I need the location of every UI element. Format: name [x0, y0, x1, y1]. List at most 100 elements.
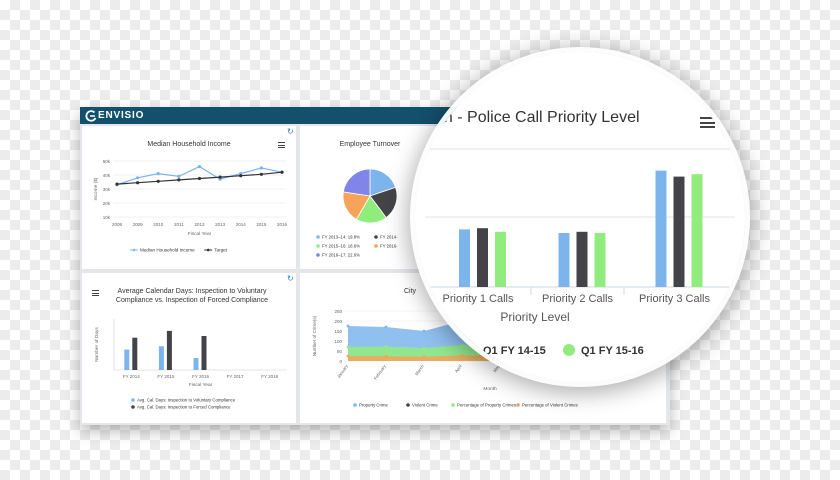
x-axis-title: Priority Level [500, 310, 569, 324]
legend-item: Property Crime [359, 403, 389, 408]
x-axis-title: Month [483, 386, 497, 392]
data-point [259, 166, 263, 170]
bar [495, 231, 506, 287]
data-point [218, 175, 222, 179]
legend-symbol [406, 403, 410, 407]
data-point [197, 165, 202, 169]
data-point [136, 181, 140, 185]
legend-symbol [316, 244, 320, 248]
legend-item: FY 2013–14: 19.8% [322, 235, 360, 240]
y-tick-label: 10k [103, 215, 111, 220]
legend-item: FY 2015–16: 18.6% [322, 244, 360, 249]
police-priority-chart: Priority 1 Calls Priority 2 Calls Priority… [425, 148, 735, 357]
legend-symbol [206, 248, 210, 252]
chart-menu-icon[interactable] [92, 290, 99, 296]
data-point [280, 170, 284, 174]
x-tick-label: January [336, 363, 349, 379]
employee-turnover-chart: FY 2013–14: 19.8% FY 2014- FY 2015–16: 18.… [316, 168, 398, 258]
legend-item: Q1 FY 14-15 [483, 345, 546, 357]
data-point [115, 182, 119, 186]
magnifier-lens: on - Police Call Priority Level Priority… [415, 52, 745, 382]
x-tick-label: March [414, 363, 425, 376]
y-tick-label: 200 [334, 319, 342, 324]
calendar-days-title: Average Calendar Days: Inspection to Vol… [115, 288, 269, 304]
bar [673, 176, 685, 287]
refresh-icon[interactable]: ↻ [287, 127, 294, 136]
legend-item: FY 2014- [380, 235, 398, 240]
bar [193, 358, 199, 370]
data-point [422, 355, 426, 358]
y-tick-label: 150 [334, 329, 342, 334]
chart-menu-icon[interactable] [278, 142, 285, 148]
legend-item: Q1 FY 15-16 [581, 345, 644, 357]
x-tick-label: FY 2014 [123, 374, 140, 379]
legend-symbol [316, 235, 320, 239]
data-point [460, 343, 464, 347]
legend-symbol [516, 403, 520, 407]
legend-symbol [131, 398, 135, 402]
data-point [136, 176, 140, 180]
y-axis-title: Income ($) [93, 177, 99, 200]
legend-item: Target [214, 248, 227, 253]
bar [158, 346, 164, 370]
data-point [259, 172, 263, 176]
y-tick-label: 0 [339, 359, 342, 364]
bar [691, 174, 703, 287]
x-tick-label: 2016 [277, 222, 288, 227]
y-tick-label: 100 [334, 339, 342, 344]
legend-item: Median Household Income [140, 248, 195, 253]
y-tick-label: 40k [103, 173, 111, 178]
legend-symbol [374, 235, 378, 239]
legend-symbol [451, 403, 455, 407]
y-tick-label: 20k [103, 201, 111, 206]
legend-item: Percentage of Violent Crimes [522, 403, 578, 408]
legend-symbol [465, 344, 477, 356]
data-point [384, 325, 388, 329]
x-tick-label: 2015 [256, 222, 267, 227]
legend-symbol [131, 405, 135, 409]
employee-turnover-title: Employee Turnover [339, 141, 401, 148]
x-tick-label: 2013 [215, 222, 226, 227]
x-tick-label: 2014 [236, 222, 247, 227]
envisio-logo[interactable]: ENVISIO [85, 109, 144, 122]
x-tick-label: 2009 [133, 222, 144, 227]
y-tick-label: 250 [334, 309, 342, 314]
x-tick-label: Priority 3 Calls [639, 293, 710, 305]
legend-item: FY 2016–17: 22.6% [322, 253, 360, 258]
bar [477, 228, 488, 287]
data-point [422, 329, 426, 333]
bar [655, 170, 667, 287]
legend-item: Avg. Cal. Days: Inspection to Forced Com… [137, 405, 231, 410]
calendar-days-chart: FY 2014 FY 2015 FY 2016 FY 2017 FY 2018 Fisca… [94, 319, 287, 410]
refresh-icon[interactable]: ↻ [287, 274, 294, 283]
x-tick-label: FY 2015 [157, 374, 174, 379]
x-axis-title: Fiscal Year [188, 231, 212, 237]
x-tick-label: 2008 [112, 222, 123, 227]
x-tick-label: FY 2016 [192, 374, 209, 379]
legend-symbol [132, 248, 136, 252]
x-tick-label: February [373, 363, 387, 381]
median-income-chart: 10k 20k 30k 40k 50k 2008 2009 2010 2011 2012 2013 2… [93, 159, 288, 253]
bar [576, 231, 588, 287]
legend-item: Avg. Cal. Days: Inspection to Voluntary … [137, 398, 236, 403]
bar [132, 337, 138, 370]
x-tick-label: May [492, 363, 501, 373]
data-point [239, 174, 243, 178]
legend-symbol [316, 253, 320, 257]
data-point [156, 172, 160, 176]
x-tick-label: 2010 [153, 222, 164, 227]
y-axis-title: Number of Crime(s) [312, 315, 317, 356]
chart-menu-icon[interactable] [700, 117, 715, 129]
x-tick-label: 2011 [174, 222, 184, 227]
data-point [346, 345, 350, 349]
x-axis-title: Fiscal Year [189, 382, 213, 388]
envisio-logo-icon [85, 109, 97, 122]
data-point [346, 324, 350, 328]
bar [558, 233, 570, 287]
x-tick-label: Priority 1 Calls [443, 293, 514, 305]
data-point [384, 345, 388, 348]
data-point [422, 346, 426, 350]
bar [166, 330, 172, 370]
calendar-days-panel: ↻ Average Calendar Days: Inspection to V… [82, 273, 296, 423]
legend-item: Percentage of Property Crimes [457, 403, 516, 408]
